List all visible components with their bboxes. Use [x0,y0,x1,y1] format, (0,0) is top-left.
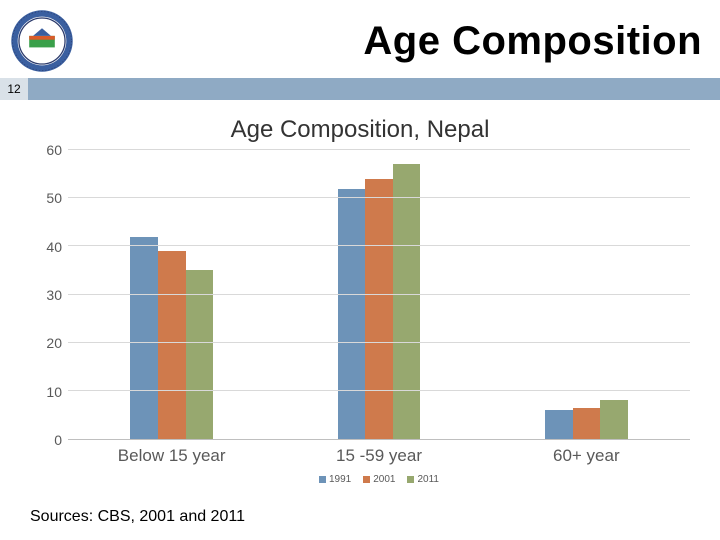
y-axis: 0102030405060 [30,150,68,440]
grid-line [68,294,690,295]
bar [186,270,214,439]
plot-area: 0102030405060 [30,150,690,440]
legend-swatch [319,476,326,483]
x-axis-label: Below 15 year [68,446,275,466]
bar-group [275,150,482,439]
bar [130,237,158,439]
bar [573,408,601,439]
chart-title: Age Composition, Nepal [30,116,690,144]
slide-number: 12 [0,78,28,100]
legend-swatch [407,476,414,483]
legend-label: 1991 [329,474,351,485]
x-axis-label: 60+ year [483,446,690,466]
plot [68,150,690,440]
grid-line [68,390,690,391]
legend-swatch [363,476,370,483]
grid-line [68,149,690,150]
y-tick: 40 [46,239,62,255]
grid-line [68,342,690,343]
x-axis-label: 15 -59 year [275,446,482,466]
bar [545,410,573,439]
bar [365,179,393,439]
legend-item: 2001 [363,474,395,485]
legend-label: 2011 [417,474,439,485]
bar [338,189,366,439]
bar [393,164,421,439]
page-title: Age Composition [74,19,710,64]
x-axis-labels: Below 15 year15 -59 year60+ year [68,446,690,466]
bar [600,400,628,439]
header: Age Composition [0,0,720,78]
y-tick: 20 [46,335,62,351]
slide-number-bar: 12 [0,78,720,100]
y-tick: 50 [46,190,62,206]
source-citation: Sources: CBS, 2001 and 2011 [30,508,245,526]
legend: 1991 2001 2011 [68,474,690,485]
legend-item: 1991 [319,474,351,485]
y-tick: 10 [46,384,62,400]
legend-item: 2011 [407,474,439,485]
bar-groups [68,150,690,439]
grid-line [68,245,690,246]
bar-group [68,150,275,439]
bar [158,251,186,439]
grid-line [68,197,690,198]
y-tick: 60 [46,142,62,158]
y-tick: 0 [54,432,62,448]
title-bar-fill [28,78,720,100]
y-tick: 30 [46,287,62,303]
chart-container: Age Composition, Nepal 0 10 20 30 40 50 60 Bel… [0,100,720,489]
legend-label: 2001 [373,474,395,485]
bar-group [483,150,690,439]
org-logo [10,9,74,73]
